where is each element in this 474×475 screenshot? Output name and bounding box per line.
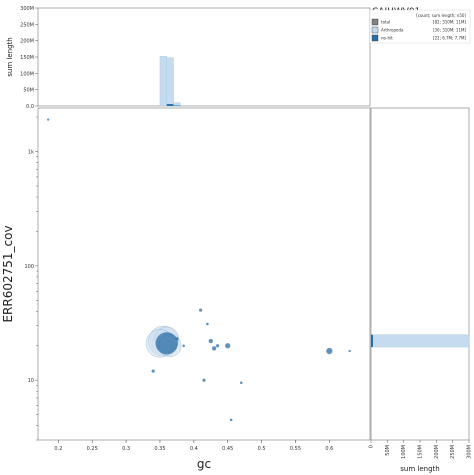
scatter-point-no-hit bbox=[215, 344, 220, 348]
x-axis-label: gc bbox=[197, 457, 211, 471]
x-tick-label: 0.25 bbox=[87, 446, 98, 452]
right-hist-bar-arthropoda bbox=[370, 334, 470, 348]
right-hist-tick-label: 50M bbox=[385, 445, 391, 456]
legend-swatch-arthropoda bbox=[371, 26, 379, 34]
scatter-point-no-hit bbox=[229, 418, 233, 422]
right-hist-tick-label: 200M bbox=[434, 445, 440, 459]
top-histogram: 0.0 50M 100M 150M 200M 250M 300M sum length bbox=[6, 6, 371, 110]
x-tick-label: 0.35 bbox=[154, 446, 165, 452]
right-histogram: 0 50M 100M 150M 200M 250M 300M sum length bbox=[369, 107, 473, 473]
legend-header: [count; sum length; n50] bbox=[416, 13, 466, 18]
scatter-point-no-hit bbox=[182, 344, 186, 348]
y-tick-label: 1k bbox=[28, 149, 34, 155]
right-hist-bar-nohit bbox=[371, 334, 373, 348]
legend-stats: [30; 310M; 11M] bbox=[433, 28, 467, 33]
legend-label: Arthropoda bbox=[381, 28, 404, 33]
scatter-point-no-hit bbox=[348, 349, 351, 353]
scatter-point-no-hit bbox=[208, 338, 213, 344]
scatter-point-no-hit bbox=[198, 308, 203, 312]
right-hist-tick-label: 150M bbox=[418, 445, 424, 459]
x-tick-label: 0.6 bbox=[325, 446, 333, 452]
scatter-point-no-hit bbox=[151, 369, 155, 373]
top-hist-tick-label: 50M bbox=[23, 88, 34, 94]
legend-swatch-no-hit bbox=[371, 34, 379, 42]
top-hist-bar-nohit bbox=[166, 104, 174, 106]
right-histogram-xlabel: sum length bbox=[400, 465, 439, 473]
x-tick-label: 0.3 bbox=[122, 446, 130, 452]
top-hist-tick-label: 300M bbox=[20, 6, 34, 12]
top-hist-tick-label: 0.0 bbox=[26, 104, 34, 110]
scatter-point-no-hit bbox=[326, 347, 333, 355]
top-histogram-ylabel: sum length bbox=[6, 37, 14, 76]
scatter-frame bbox=[37, 107, 371, 441]
scatter-point-no-hit bbox=[225, 343, 231, 349]
scatter-panel: 0.2 0.25 0.3 0.35 0.4 0.45 0.5 0.55 0.6 101001k … bbox=[1, 107, 371, 471]
right-hist-tick-label: 300M bbox=[467, 445, 473, 459]
x-tick-label: 0.4 bbox=[190, 446, 198, 452]
legend-swatch-total bbox=[371, 18, 379, 26]
top-hist-tick-label: 200M bbox=[20, 39, 34, 45]
right-histogram-frame bbox=[370, 107, 470, 441]
legend-label: no-hit bbox=[381, 36, 393, 41]
top-hist-tick-label: 100M bbox=[20, 71, 34, 77]
legend: [count; sum length; n50] total [82; 310M;… bbox=[369, 9, 471, 44]
scatter-point-no-hit bbox=[175, 337, 179, 341]
right-hist-tick-label: 100M bbox=[401, 445, 407, 459]
legend-stats: [82; 310M; 11M] bbox=[433, 20, 467, 25]
scatter-point-no-hit bbox=[155, 332, 178, 355]
y-axis-label: ERR602751_cov bbox=[1, 225, 15, 322]
y-tick-label: 10 bbox=[28, 378, 34, 384]
top-hist-tick-label: 250M bbox=[20, 22, 34, 28]
y-tick-label: 100 bbox=[24, 264, 34, 270]
legend-stats: [22; 6.7M; 7.7M] bbox=[433, 36, 467, 41]
scatter-point-no-hit bbox=[202, 378, 206, 382]
scatter-point-no-hit bbox=[239, 381, 243, 385]
top-hist-bar-arthropoda bbox=[159, 56, 167, 107]
x-tick-label: 0.2 bbox=[54, 446, 62, 452]
top-hist-tick-label: 150M bbox=[20, 55, 34, 61]
scatter-point-no-hit bbox=[205, 322, 209, 326]
right-hist-tick-label: 250M bbox=[450, 445, 456, 459]
top-hist-bar-arthropoda bbox=[166, 57, 174, 107]
legend-box bbox=[369, 9, 471, 44]
legend-label: total bbox=[381, 20, 390, 25]
scatter-point-no-hit bbox=[211, 346, 217, 351]
right-hist-tick-label: 0 bbox=[369, 445, 375, 448]
x-tick-label: 0.55 bbox=[290, 446, 301, 452]
scatter-point-no-hit bbox=[46, 118, 50, 121]
x-tick-label: 0.5 bbox=[258, 446, 266, 452]
x-tick-label: 0.45 bbox=[222, 446, 233, 452]
top-histogram-frame bbox=[37, 7, 371, 107]
